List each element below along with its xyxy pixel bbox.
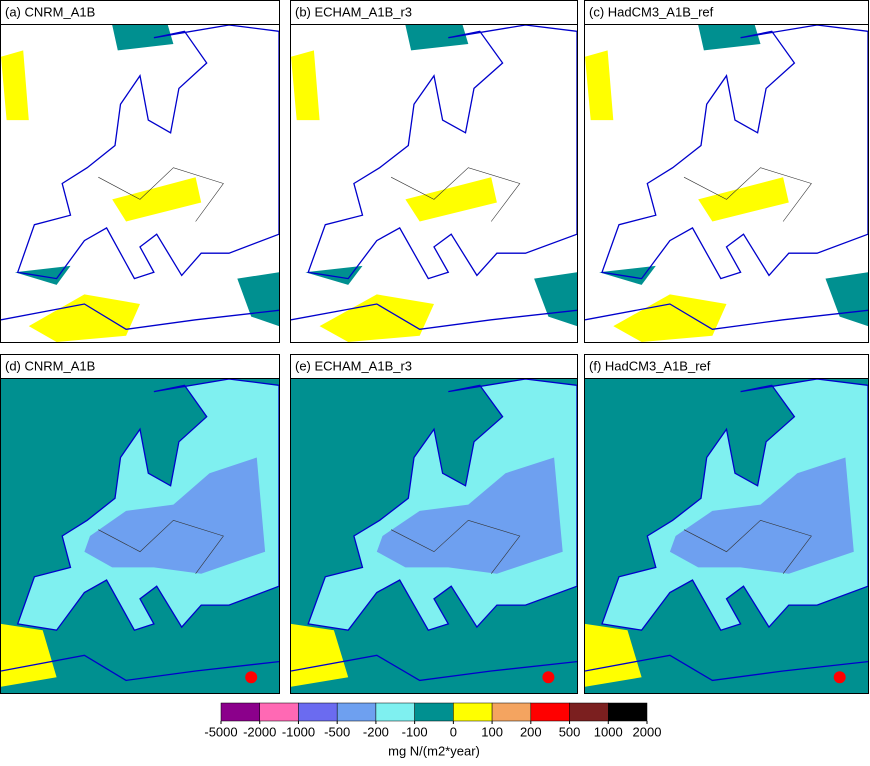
panel-title: (b) ECHAM_A1B_r3	[295, 4, 412, 19]
sea	[1, 25, 279, 342]
desert-field	[585, 623, 642, 687]
coastline	[291, 654, 577, 682]
patch	[599, 265, 656, 285]
panel-frame	[0, 0, 280, 343]
patch	[14, 265, 71, 285]
panel-frame	[290, 354, 578, 694]
patch	[613, 294, 727, 342]
patch	[698, 177, 789, 222]
patch	[112, 25, 174, 51]
colorbar-swatch	[336, 702, 377, 722]
sea	[585, 25, 868, 342]
land-field	[669, 457, 854, 574]
map-panel: (a) CNRM_A1B	[0, 0, 280, 343]
map-panel: (d) CNRM_A1B	[0, 354, 280, 694]
panel-frame	[0, 354, 280, 694]
colorbar-tick-label: 0	[450, 724, 457, 739]
panel-frame	[584, 0, 869, 343]
patch	[405, 177, 497, 222]
hotspot	[245, 671, 258, 684]
map-panel: (c) HadCM3_A1B_ref	[584, 0, 869, 343]
colorbar-tick-label: 500	[559, 724, 581, 739]
border	[683, 167, 812, 222]
border	[98, 167, 224, 222]
colorbar-swatch	[608, 702, 648, 722]
colorbar-tick-label: 200	[520, 724, 542, 739]
coastline	[585, 303, 868, 330]
coastline	[16, 379, 279, 631]
border	[390, 519, 521, 574]
colorbar-tick-label: 2000	[633, 724, 662, 739]
colorbar-tick-label: -5000	[204, 724, 237, 739]
map	[1, 379, 279, 693]
coastline	[601, 25, 868, 280]
coastline	[585, 654, 868, 682]
patch	[237, 272, 279, 327]
hotspot	[833, 671, 846, 684]
patch	[534, 272, 577, 327]
coastline	[1, 654, 279, 682]
colorbar-tick-label: -1000	[282, 724, 315, 739]
colorbar-swatch	[530, 702, 570, 722]
coastline	[307, 25, 577, 280]
map	[585, 379, 868, 693]
colorbar-tick-label: 1000	[594, 724, 623, 739]
hotspot	[542, 671, 555, 684]
colorbar-swatch	[414, 702, 454, 722]
colorbar-tick-label: 100	[481, 724, 503, 739]
border	[683, 519, 812, 574]
colorbar-swatch	[220, 702, 260, 722]
coastline	[1, 303, 279, 330]
colorbar-swatch	[375, 702, 415, 722]
land-field	[84, 457, 266, 574]
border	[390, 167, 521, 222]
patch	[405, 25, 469, 51]
map-panel: (e) ECHAM_A1B_r3	[290, 354, 578, 694]
colorbar-swatch	[569, 702, 609, 722]
panel-title: (d) CNRM_A1B	[5, 358, 95, 373]
panel-title: (c) HadCM3_A1B_ref	[589, 4, 714, 19]
coastline	[307, 379, 577, 631]
patch	[112, 177, 202, 222]
coastline	[291, 303, 577, 330]
patch	[319, 294, 434, 342]
map	[291, 25, 577, 342]
patch	[291, 50, 320, 121]
colorbar-tick-label: -200	[363, 724, 389, 739]
map	[1, 25, 279, 342]
map-panel: (f) HadCM3_A1B_ref	[584, 354, 869, 694]
map	[291, 379, 577, 693]
coastline	[16, 25, 279, 280]
patch	[585, 50, 614, 121]
coastline	[601, 379, 868, 631]
patch	[825, 272, 868, 327]
panel-title: (f) HadCM3_A1B_ref	[589, 358, 711, 373]
map	[585, 25, 868, 342]
colorbar-swatch	[259, 702, 299, 722]
patch	[1, 50, 29, 121]
patch	[698, 25, 761, 51]
desert-field	[1, 623, 57, 687]
sea	[291, 25, 577, 342]
panel-frame	[290, 0, 578, 343]
colorbar-swatch	[298, 702, 338, 722]
colorbar-tick-label: -500	[324, 724, 350, 739]
patch	[28, 294, 140, 342]
panel-frame	[584, 354, 869, 694]
panel-title: (a) CNRM_A1B	[5, 4, 95, 19]
colorbar-label: mg N/(m2*year)	[388, 743, 480, 758]
patch	[305, 265, 363, 285]
land-field	[376, 457, 563, 574]
border	[98, 519, 224, 574]
colorbar-tick-label: -100	[402, 724, 428, 739]
panel-title: (e) ECHAM_A1B_r3	[295, 358, 412, 373]
desert-field	[291, 623, 349, 687]
colorbar-swatch	[491, 702, 532, 722]
colorbar-tick-label: -2000	[243, 724, 276, 739]
colorbar-swatch	[453, 702, 493, 722]
map-panel: (b) ECHAM_A1B_r3	[290, 0, 578, 343]
